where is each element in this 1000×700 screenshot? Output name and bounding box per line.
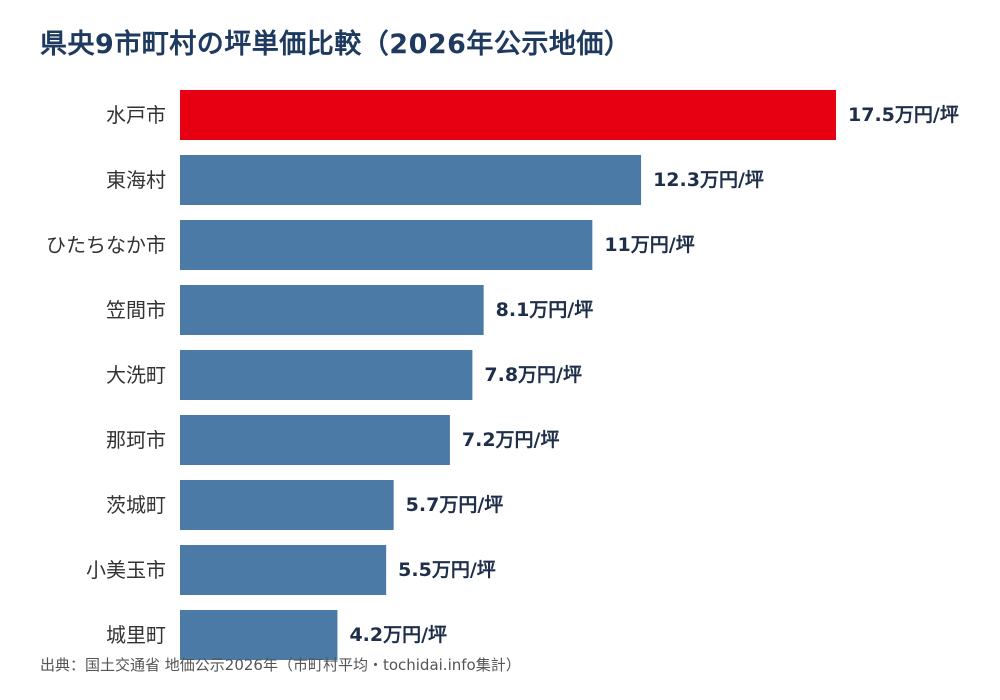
chart-title: 県央9市町村の坪単価比較（2026年公示地価） <box>40 29 632 60</box>
category-label: 小美玉市 <box>86 558 166 582</box>
value-label: 8.1万円/坪 <box>496 299 594 321</box>
value-label: 7.8万円/坪 <box>484 364 582 386</box>
bar <box>180 350 473 400</box>
bars-group <box>180 90 836 660</box>
bar <box>180 285 484 335</box>
value-label: 17.5万円/坪 <box>848 104 959 126</box>
value-labels: 17.5万円/坪 12.3万円/坪 11万円/坪 8.1万円/坪 7.8万円/坪 7.2万… <box>349 104 958 646</box>
value-label: 5.7万円/坪 <box>406 494 504 516</box>
bar <box>180 155 642 205</box>
category-label: ひたちなか市 <box>46 233 166 257</box>
bar <box>180 610 338 660</box>
value-label: 12.3万円/坪 <box>653 169 764 191</box>
category-label: 笠間市 <box>106 298 166 322</box>
value-label: 5.5万円/坪 <box>398 559 496 581</box>
bar <box>180 220 593 270</box>
category-label: 水戸市 <box>106 103 166 127</box>
source-note: 出典：国土交通省 地価公示2026年（市町村平均・tochidai.info集計… <box>40 656 521 674</box>
category-label: 大洗町 <box>106 363 166 387</box>
bar <box>180 415 450 465</box>
bar <box>180 545 387 595</box>
value-label: 11万円/坪 <box>604 234 694 256</box>
category-label: 那珂市 <box>106 428 166 452</box>
category-label: 城里町 <box>106 623 166 647</box>
bar <box>180 480 394 530</box>
category-label: 東海村 <box>106 168 166 192</box>
bar <box>180 90 836 140</box>
value-label: 7.2万円/坪 <box>462 429 560 451</box>
value-label: 4.2万円/坪 <box>349 624 447 646</box>
category-label: 茨城町 <box>106 493 166 517</box>
